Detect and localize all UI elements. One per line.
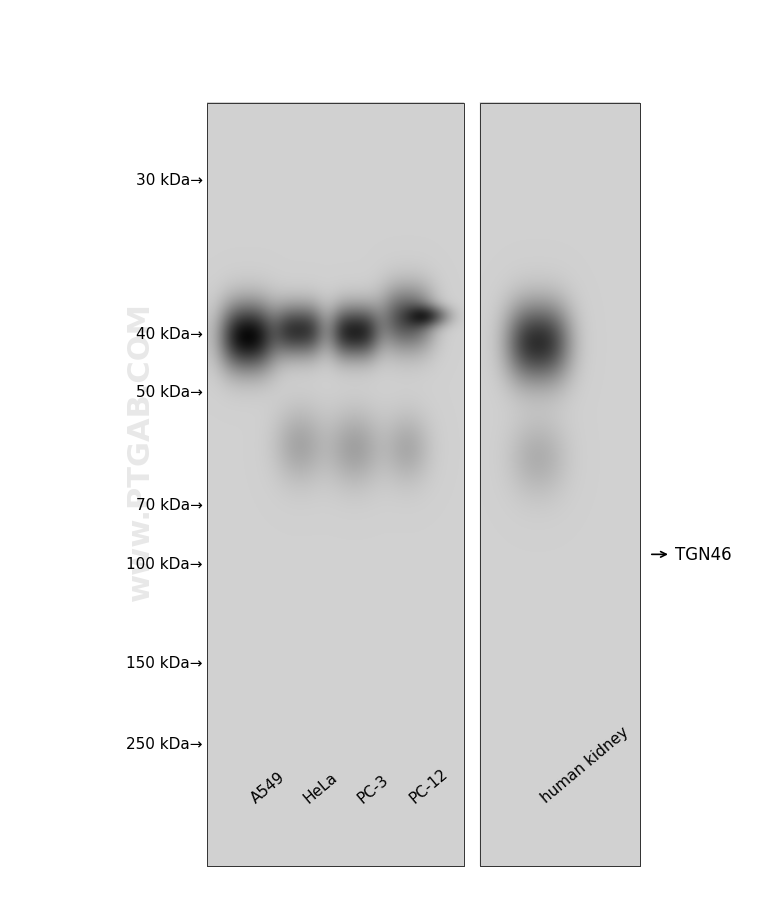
Text: 50 kDa→: 50 kDa→	[136, 385, 203, 400]
Text: PC-12: PC-12	[407, 766, 451, 805]
Bar	[480, 104, 640, 866]
Text: 100 kDa→: 100 kDa→	[126, 557, 203, 571]
Text: 70 kDa→: 70 kDa→	[136, 498, 203, 512]
Text: human kidney: human kidney	[538, 724, 631, 805]
Text: 40 kDa→: 40 kDa→	[136, 327, 203, 341]
Text: 150 kDa→: 150 kDa→	[126, 656, 203, 670]
Text: HeLa: HeLa	[300, 769, 340, 805]
Text: 30 kDa→: 30 kDa→	[136, 173, 203, 188]
Bar	[207, 104, 464, 866]
Bar	[207, 104, 464, 866]
Text: PC-3: PC-3	[355, 771, 392, 805]
Text: TGN46: TGN46	[675, 546, 732, 564]
Text: 250 kDa→: 250 kDa→	[126, 737, 203, 751]
Bar	[480, 104, 640, 866]
Text: A549: A549	[248, 769, 288, 805]
Text: www.PTGAB.COM: www.PTGAB.COM	[126, 301, 155, 601]
